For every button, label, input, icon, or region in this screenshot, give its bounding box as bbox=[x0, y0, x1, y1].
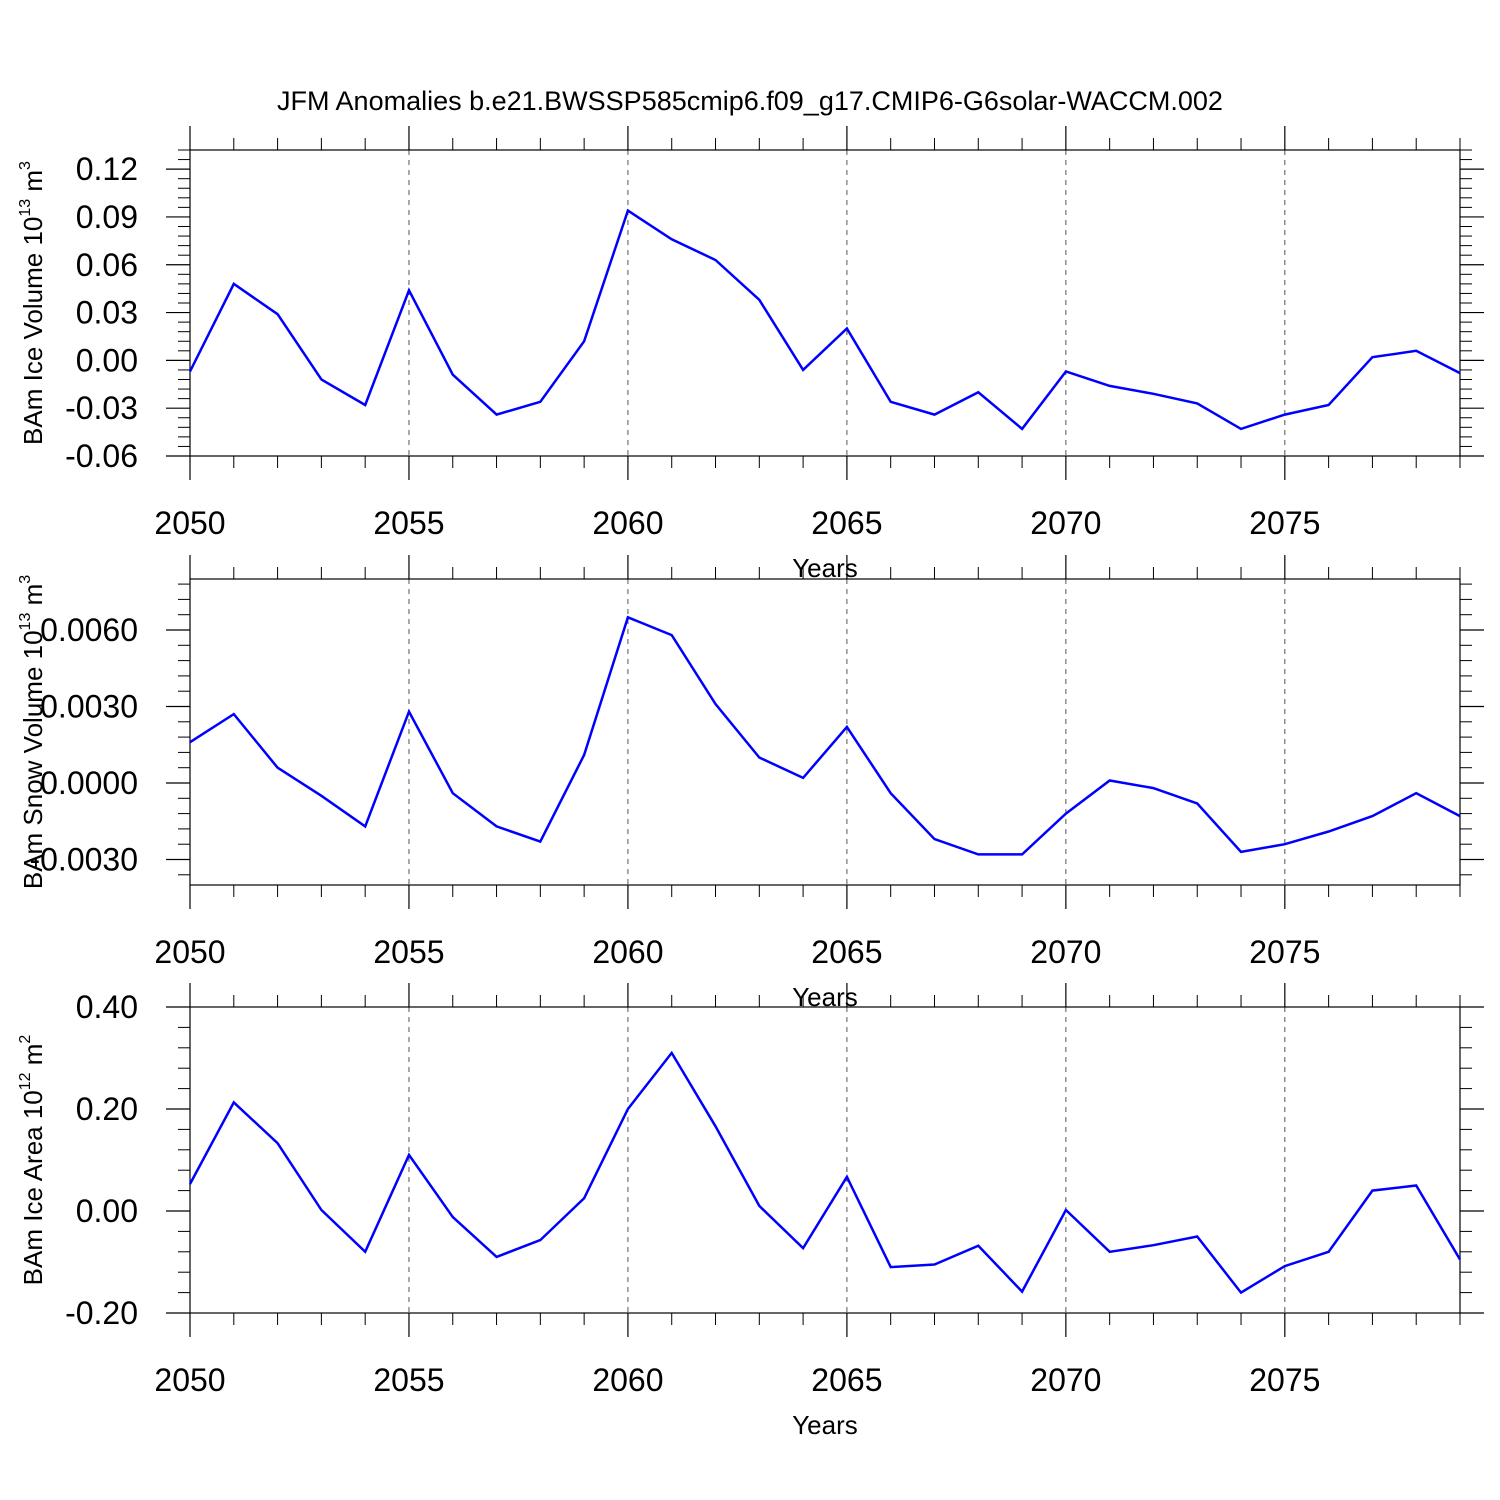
y-tick-label: 0.09 bbox=[76, 199, 138, 235]
y-label-unit: m bbox=[18, 1044, 48, 1073]
x-tick-label: 2050 bbox=[154, 1362, 225, 1398]
y-axis-label: BAm Snow Volume 1013 m3 bbox=[17, 575, 48, 889]
y-tick-label: -0.03 bbox=[65, 390, 138, 426]
y-label-unit: m bbox=[18, 584, 48, 613]
major-ticks bbox=[166, 983, 1484, 1337]
x-tick-label: 2070 bbox=[1030, 934, 1101, 970]
y-label-main: BAm Snow Volume 10 bbox=[18, 630, 48, 889]
x-tick-label: 2060 bbox=[592, 934, 663, 970]
y-tick-label: 0.0030 bbox=[40, 689, 138, 725]
y-tick-labels: -0.20 0.00 0.20 0.40 bbox=[65, 989, 138, 1331]
y-tick-label: 0.03 bbox=[76, 295, 138, 331]
plot-frame bbox=[189, 578, 1461, 886]
minor-ticks bbox=[178, 995, 1472, 1325]
panel-ice-area: -0.200.000.200.40 2050 2055 2060 2065 2070 20… bbox=[17, 983, 1484, 1440]
y-tick-label: -0.20 bbox=[65, 1295, 138, 1331]
x-tick-label: 2055 bbox=[373, 505, 444, 541]
y-tick-label: 0.0060 bbox=[40, 612, 138, 648]
x-tick-label: 2075 bbox=[1249, 934, 1320, 970]
y-tick-label: -0.06 bbox=[65, 438, 138, 474]
major-ticks bbox=[166, 555, 1484, 909]
x-tick-labels: 2050 2055 2060 2065 2070 2075 bbox=[154, 934, 1320, 970]
x-tick-labels: 2050 2055 2060 2065 2070 2075 bbox=[154, 1362, 1320, 1398]
y-label-unit-exponent: 3 bbox=[17, 575, 34, 584]
y-label-exponent: 13 bbox=[17, 199, 34, 217]
plot-frame bbox=[189, 1006, 1461, 1314]
y-tick-label: 0.20 bbox=[76, 1091, 138, 1127]
x-tick-label: 2065 bbox=[811, 1362, 882, 1398]
x-tick-label: 2075 bbox=[1249, 1362, 1320, 1398]
y-tick-labels: -0.0030 0.0000 0.0030 0.0060 bbox=[29, 612, 138, 878]
plot-frame bbox=[189, 149, 1461, 457]
y-tick-label: 0.0000 bbox=[40, 765, 138, 801]
x-tick-label: 2070 bbox=[1030, 505, 1101, 541]
minor-ticks bbox=[178, 567, 1472, 897]
y-tick-label: 0.00 bbox=[76, 342, 138, 378]
y-label-main: BAm Ice Area 10 bbox=[18, 1090, 48, 1285]
y-tick-label: -0.0030 bbox=[29, 842, 138, 878]
x-tick-label: 2075 bbox=[1249, 505, 1320, 541]
x-tick-label: 2050 bbox=[154, 505, 225, 541]
x-tick-labels: 2050 2055 2060 2065 2070 2075 bbox=[154, 505, 1320, 541]
y-tick-label: 0.12 bbox=[76, 151, 138, 187]
y-axis-label: BAm Ice Area 1012 m2 bbox=[17, 1035, 48, 1286]
x-tick-label: 2070 bbox=[1030, 1362, 1101, 1398]
grid-lines bbox=[408, 150, 1286, 456]
y-tick-label: 0.40 bbox=[76, 989, 138, 1025]
y-label-exponent: 12 bbox=[17, 1072, 34, 1090]
y-axis-label: BAm Ice Volume 1013 m3 bbox=[17, 161, 48, 445]
minor-ticks bbox=[178, 138, 1472, 468]
x-tick-label: 2050 bbox=[154, 934, 225, 970]
grid-lines bbox=[408, 1007, 1286, 1313]
x-tick-label: 2055 bbox=[373, 934, 444, 970]
x-tick-label: 2060 bbox=[592, 1362, 663, 1398]
series-line bbox=[189, 615, 1461, 856]
y-label-unit-exponent: 2 bbox=[17, 1035, 34, 1044]
x-tick-label: 2065 bbox=[811, 505, 882, 541]
series-line bbox=[188, 1050, 1462, 1295]
series-line bbox=[188, 208, 1461, 431]
x-tick-label: 2060 bbox=[592, 505, 663, 541]
grid-lines bbox=[408, 579, 1286, 885]
y-label-exponent: 13 bbox=[17, 613, 34, 631]
chart-title: JFM Anomalies b.e21.BWSSP585cmip6.f09_g1… bbox=[277, 86, 1223, 116]
major-ticks bbox=[166, 126, 1484, 480]
panel-ice-volume: -0.06-0.030.000.030.060.090.12 2050 2055 2… bbox=[17, 126, 1484, 583]
x-tick-label: 2055 bbox=[373, 1362, 444, 1398]
x-axis-label: Years bbox=[792, 1410, 858, 1440]
y-label-unit-exponent: 3 bbox=[17, 161, 34, 170]
y-tick-label: 0.06 bbox=[76, 247, 138, 283]
x-tick-label: 2065 bbox=[811, 934, 882, 970]
y-tick-label: 0.00 bbox=[76, 1193, 138, 1229]
y-label-main: BAm Ice Volume 10 bbox=[18, 217, 48, 445]
y-tick-labels: -0.06 -0.03 0.00 0.03 0.06 0.09 0.12 bbox=[65, 151, 138, 474]
y-label-unit: m bbox=[18, 170, 48, 199]
